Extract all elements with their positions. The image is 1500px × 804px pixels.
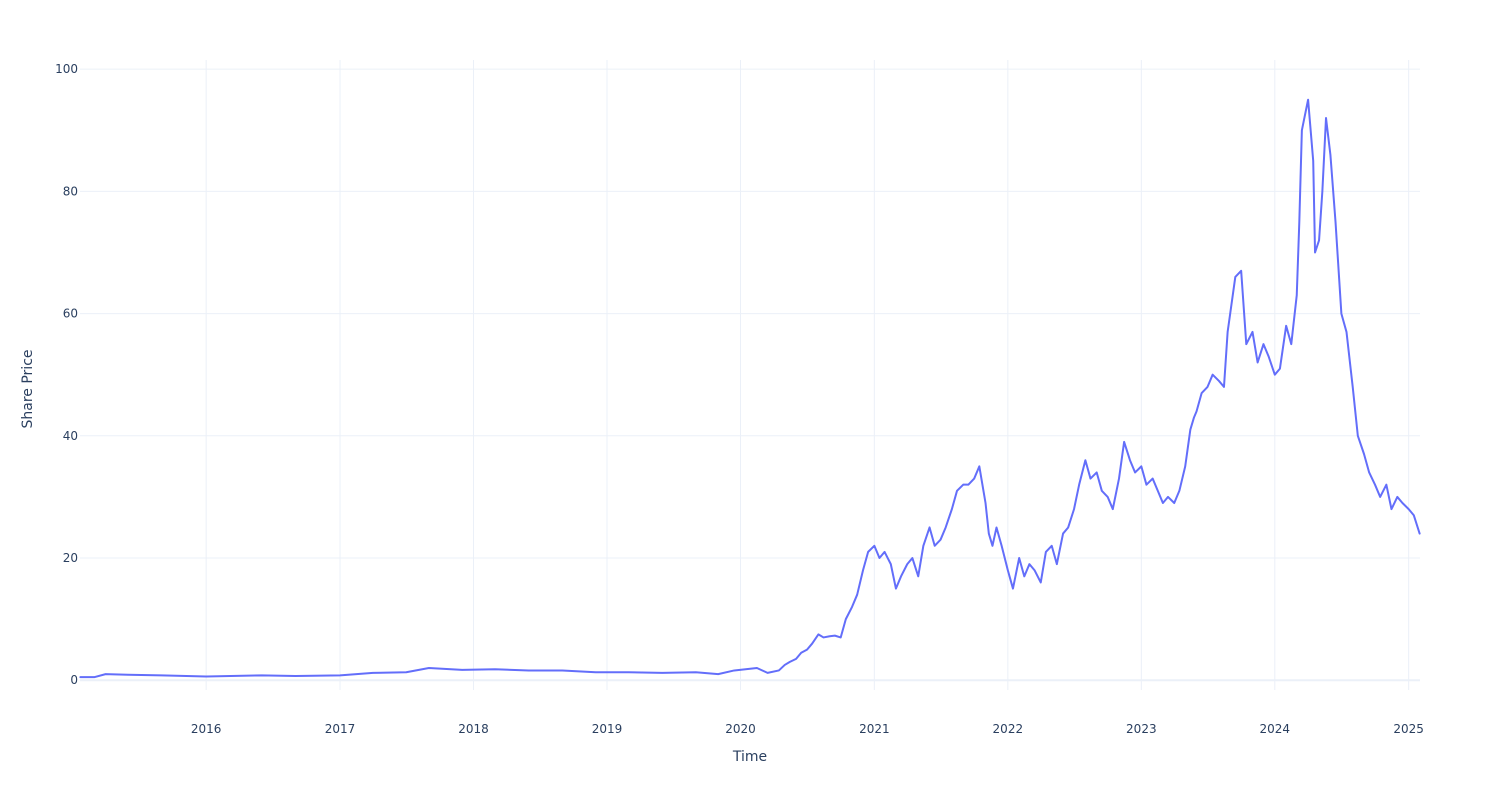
x-tick-label: 2017: [325, 722, 356, 736]
x-tick-label: 2020: [725, 722, 756, 736]
y-tick-label: 80: [63, 184, 78, 198]
x-tick-label: 2016: [191, 722, 222, 736]
series-layer: [79, 98, 1421, 679]
grid-layer: [80, 60, 1420, 690]
x-tick-label: 2025: [1393, 722, 1424, 736]
x-tick-label: 2019: [592, 722, 623, 736]
y-tick-label: 20: [63, 551, 78, 565]
x-tick-label: 2024: [1260, 722, 1291, 736]
y-tick-label: 60: [63, 307, 78, 321]
y-axis-title: Share Price: [20, 349, 36, 428]
x-tick-label: 2021: [859, 722, 890, 736]
x-tick-label: 2023: [1126, 722, 1157, 736]
x-tick-label: 2022: [993, 722, 1024, 736]
axis-layer: 2016 2017 2018 2019 2020 2021 2022 2023 2024 2025…: [55, 62, 1424, 736]
y-tick-label: 0: [70, 673, 78, 687]
y-tick-label: 100: [55, 62, 78, 76]
y-tick-label: 40: [63, 429, 78, 443]
x-axis-title: Time: [732, 749, 767, 765]
x-tick-label: 2018: [458, 722, 489, 736]
series-line: [79, 98, 1421, 679]
